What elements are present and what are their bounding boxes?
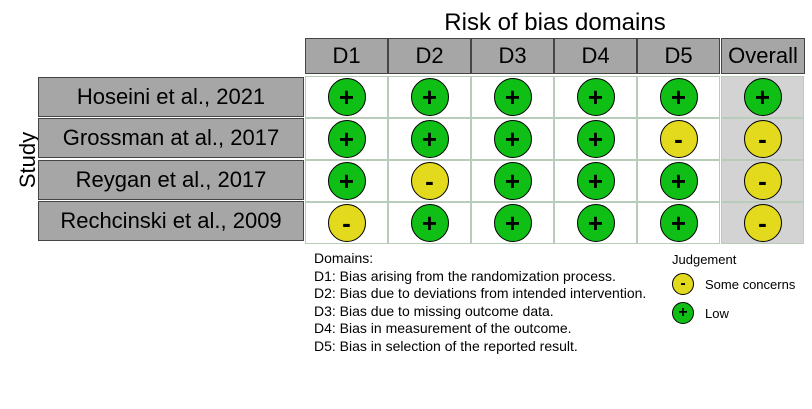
judgement-cell: + xyxy=(388,118,471,160)
study-label: Reygan et al., 2017 xyxy=(38,160,304,200)
low-risk-icon: + xyxy=(410,204,449,242)
judgement-cell: + xyxy=(637,76,720,118)
low-risk-icon: + xyxy=(493,78,532,116)
low-risk-icon: + xyxy=(576,78,615,116)
judgement-cell: - xyxy=(637,118,720,160)
legend-title: Judgement xyxy=(672,252,737,267)
some-concerns-icon: - xyxy=(659,120,698,158)
legend-low-symbol: + xyxy=(672,302,694,324)
study-label: Grossman at al., 2017 xyxy=(38,118,304,158)
legend-item-low: + Low xyxy=(672,302,729,324)
low-risk-icon: + xyxy=(659,204,698,242)
column-header-d2: D2 xyxy=(388,38,471,74)
low-risk-icon: + xyxy=(493,204,532,242)
judgement-cell: + xyxy=(388,76,471,118)
some-concerns-icon: - xyxy=(410,162,449,200)
low-risk-icon: + xyxy=(576,162,615,200)
judgement-cell: + xyxy=(305,118,388,160)
domains-description-block: Domains: D1: Bias arising from the rando… xyxy=(314,250,646,355)
judgement-cell: + xyxy=(305,160,388,202)
column-header-d3: D3 xyxy=(471,38,554,74)
some-concerns-icon: - xyxy=(743,162,782,200)
judgement-cell: + xyxy=(388,202,471,244)
judgement-cell: + xyxy=(554,202,637,244)
column-header-d1: D1 xyxy=(305,38,388,74)
judgement-cell: + xyxy=(471,202,554,244)
judgement-cell: - xyxy=(721,118,804,160)
low-risk-icon: + xyxy=(576,120,615,158)
low-risk-icon: + xyxy=(410,78,449,116)
domain-description-d3: D3: Bias due to missing outcome data. xyxy=(314,302,554,319)
domain-description-d1: D1: Bias arising from the randomization … xyxy=(314,267,616,284)
study-label: Hoseini et al., 2021 xyxy=(38,77,304,117)
judgement-cell: + xyxy=(471,76,554,118)
low-risk-icon: + xyxy=(493,120,532,158)
study-label: Rechcinski et al., 2009 xyxy=(38,201,304,241)
some-concerns-icon: - xyxy=(743,120,782,158)
low-risk-icon: + xyxy=(410,120,449,158)
judgement-cell: + xyxy=(471,160,554,202)
low-risk-icon: + xyxy=(327,120,366,158)
domain-description-d5: D5: Bias in selection of the reported re… xyxy=(314,337,578,354)
judgement-cell: - xyxy=(721,160,804,202)
judgement-cell: - xyxy=(388,160,471,202)
judgement-cell: + xyxy=(305,76,388,118)
judgement-cell: + xyxy=(721,76,804,118)
low-risk-icon: + xyxy=(659,162,698,200)
low-risk-icon: + xyxy=(659,78,698,116)
judgement-cell: + xyxy=(554,160,637,202)
legend-some-concerns-label: Some concerns xyxy=(705,276,796,292)
domains-heading: Domains: xyxy=(314,250,374,266)
judgement-cell: - xyxy=(721,202,804,244)
low-risk-icon: + xyxy=(743,78,782,116)
judgement-cell: + xyxy=(637,160,720,202)
low-risk-icon: + xyxy=(493,162,532,200)
column-header-d4: D4 xyxy=(554,38,637,74)
judgement-cell: - xyxy=(305,202,388,244)
low-risk-icon: + xyxy=(327,162,366,200)
judgement-cell: + xyxy=(637,202,720,244)
legend-item-some-concerns: - Some concerns xyxy=(672,273,795,295)
some-concerns-icon: - xyxy=(743,204,782,242)
low-risk-icon: + xyxy=(576,204,615,242)
domain-description-d2: D2: Bias due to deviations from intended… xyxy=(314,285,647,301)
judgement-cell: + xyxy=(471,118,554,160)
judgement-cell: + xyxy=(554,118,637,160)
some-concerns-icon: - xyxy=(327,204,366,242)
legend-low-label: Low xyxy=(705,305,729,321)
column-header-overall: Overall xyxy=(721,38,805,74)
column-header-d5: D5 xyxy=(637,38,720,74)
legend-some-concerns-symbol: - xyxy=(672,273,694,295)
chart-title: Risk of bias domains xyxy=(444,9,666,36)
domain-description-d4: D4: Bias in measurement of the outcome. xyxy=(314,320,572,336)
judgement-cell: + xyxy=(554,76,637,118)
low-risk-icon: + xyxy=(327,78,366,116)
